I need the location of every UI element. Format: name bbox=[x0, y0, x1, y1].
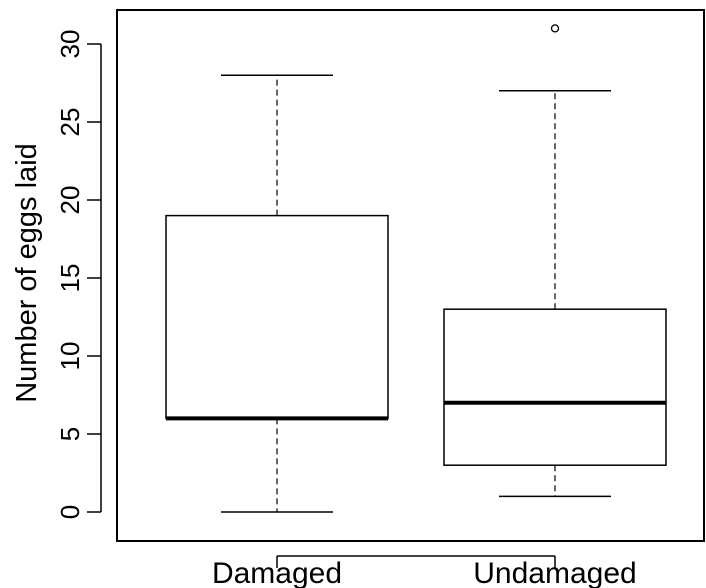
outlier-undamaged-0 bbox=[550, 24, 560, 33]
x-tick-label-damaged: Damaged bbox=[212, 557, 342, 588]
boxes bbox=[165, 24, 667, 513]
y-tick-label-30: 30 bbox=[55, 30, 85, 59]
y-tick-label-0: 0 bbox=[55, 505, 85, 519]
iqr-box-damaged bbox=[165, 214, 389, 420]
y-tick-label-25: 25 bbox=[55, 108, 85, 137]
plot-frame bbox=[116, 9, 705, 542]
y-tick-label-15: 15 bbox=[55, 264, 85, 293]
iqr-box-undamaged bbox=[443, 308, 667, 466]
x-axis: Damaged Undamaged bbox=[212, 555, 637, 588]
box-undamaged bbox=[443, 24, 667, 498]
y-axis: 0 5 10 15 20 25 30 bbox=[55, 30, 102, 519]
y-tick-label-10: 10 bbox=[55, 342, 85, 371]
y-tick-label-20: 20 bbox=[55, 186, 85, 215]
x-tick-label-undamaged: Undamaged bbox=[473, 557, 636, 588]
y-tick-label-5: 5 bbox=[55, 427, 85, 441]
box-damaged bbox=[165, 74, 389, 513]
y-axis-label: Number of eggs laid bbox=[11, 143, 43, 403]
